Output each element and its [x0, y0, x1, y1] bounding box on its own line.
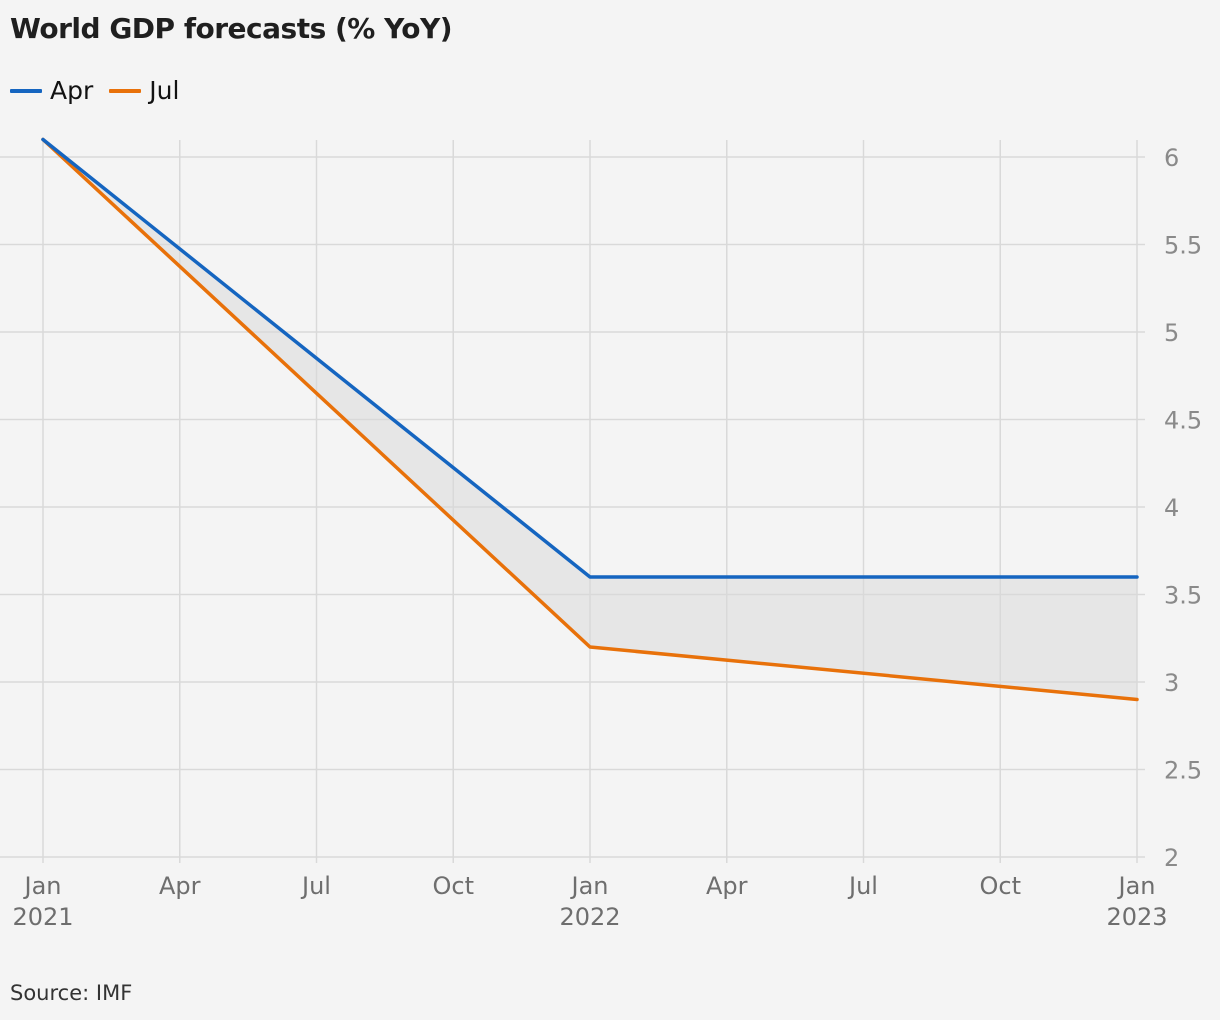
y-tick-label: 6: [1164, 144, 1179, 172]
y-tick-label: 2.5: [1164, 757, 1202, 785]
series-line-apr: [41, 137, 1139, 579]
x-tick-label: Apr: [159, 872, 201, 900]
chart-title: World GDP forecasts (% YoY): [10, 12, 453, 45]
x-tick-year-label: 2022: [559, 903, 620, 931]
x-tick-year-label: 2023: [1106, 903, 1167, 931]
x-tick-label: Jan: [1117, 872, 1156, 900]
y-tick-label: 4.5: [1164, 407, 1202, 435]
y-tick-label: 3.5: [1164, 582, 1202, 610]
y-tick-label: 4: [1164, 494, 1179, 522]
source-note: Source: IMF: [10, 981, 133, 1005]
chart-legend: Apr Jul: [10, 76, 179, 105]
y-tick-label: 2: [1164, 844, 1179, 872]
legend-item-jul: Jul: [109, 76, 179, 105]
series-line-jul: [41, 137, 1139, 702]
x-tick-label: Apr: [706, 872, 748, 900]
legend-label-jul: Jul: [149, 76, 180, 105]
x-tick-label: Oct: [433, 872, 475, 900]
y-tick-label: 5.5: [1164, 232, 1202, 260]
x-tick-label: Oct: [980, 872, 1022, 900]
legend-item-apr: Apr: [10, 76, 93, 105]
x-tick-label: Jul: [300, 872, 331, 900]
x-tick-year-label: 2021: [12, 903, 73, 931]
legend-swatch-jul: [109, 88, 142, 93]
legend-swatch-apr: [10, 88, 42, 93]
x-tick-label: Jan: [23, 872, 62, 900]
y-tick-label: 5: [1164, 319, 1179, 347]
line-chart: 2 2.5 3 3.5 4 4.5 5 5.5 6 Jan 2021 Apr Jul Oct Jan 2022…: [0, 137, 1202, 931]
x-tick-label: Jan: [570, 872, 609, 900]
y-tick-label: 3: [1164, 669, 1179, 697]
legend-label-apr: Apr: [50, 76, 94, 105]
x-tick-label: Jul: [847, 872, 878, 900]
